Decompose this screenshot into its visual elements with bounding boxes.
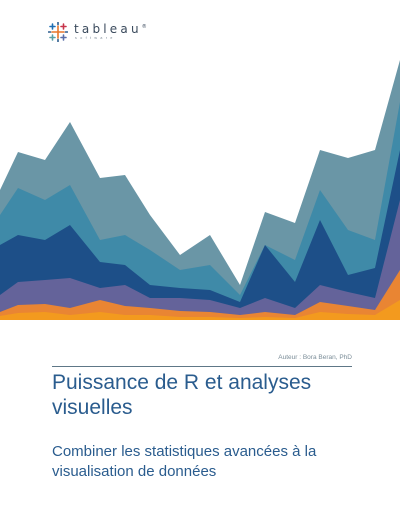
brand-name: tableau® (74, 23, 147, 35)
document-title: Puissance de R et analyses visuelles (52, 371, 312, 419)
author-credit: Auteur : Bora Beran, PhD (278, 354, 352, 361)
area-layer-purple (0, 200, 400, 320)
registered-mark: ® (141, 24, 147, 31)
cover-area-chart (0, 60, 400, 320)
brand-name-text: tableau (74, 22, 142, 37)
area-layer-navy (0, 150, 400, 320)
brand-tagline: software (75, 36, 116, 41)
document-subtitle: Combiner les statistiques avancées à la … (52, 443, 317, 480)
tableau-cross-icon (48, 22, 68, 42)
tableau-logo: tableau® software (48, 22, 147, 42)
area-layer-orange (0, 300, 400, 320)
author-divider (52, 366, 352, 367)
area-layer-orange-dark (0, 270, 400, 320)
